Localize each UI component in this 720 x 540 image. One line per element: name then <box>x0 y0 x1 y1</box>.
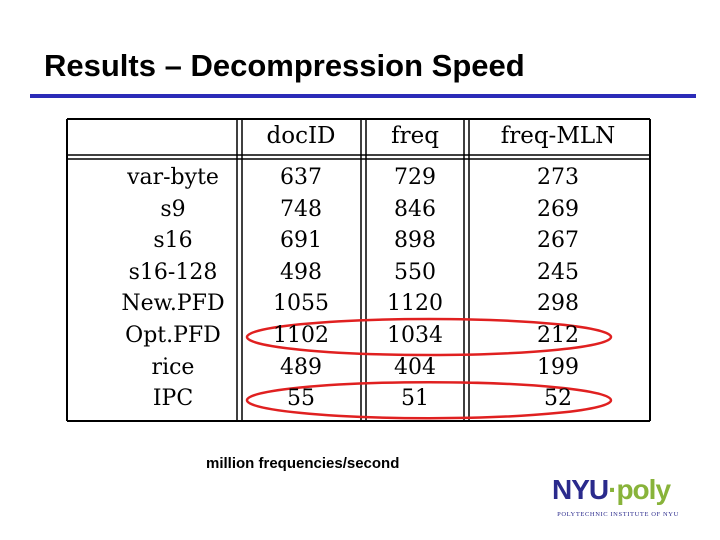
table-cell: 269 <box>537 196 579 222</box>
row-label: s9 <box>160 196 186 222</box>
table-cell: 267 <box>537 228 579 254</box>
slide-title: Results – Decompression Speed <box>44 48 525 83</box>
row-label: s16 <box>153 228 193 254</box>
row-label: Opt.PFD <box>125 323 221 348</box>
table-cell: 1120 <box>387 291 443 317</box>
title-underline <box>30 94 696 98</box>
table-cell: 273 <box>537 165 579 190</box>
logo-poly-text: poly <box>616 474 671 505</box>
row-label: var-byte <box>127 165 219 190</box>
column-header: freq <box>391 123 439 149</box>
table-cell: 1034 <box>387 323 443 348</box>
row-label: New.PFD <box>121 291 225 317</box>
logo-dot: · <box>608 474 617 505</box>
nyu-poly-logo: NYU·poly POLYTECHNIC INSTITUTE OF NYU <box>540 470 696 526</box>
table-cell: 1055 <box>273 291 329 317</box>
table-cell: 199 <box>537 354 579 380</box>
table-cell: 212 <box>537 323 579 348</box>
row-label: rice <box>151 354 195 380</box>
results-table: docID freq freq-MLN var-byte 637 729 273 s9 748 8… <box>66 118 651 422</box>
table-cell: 846 <box>394 196 436 222</box>
table-cell: 691 <box>280 228 322 254</box>
table-cell: 637 <box>280 165 322 190</box>
column-header: docID <box>266 123 336 149</box>
units-caption: million frequencies/second <box>206 455 400 472</box>
table-cell: 498 <box>280 259 322 285</box>
table-cell: 748 <box>280 196 322 222</box>
table-cell: 1102 <box>273 323 329 348</box>
table-cell: 245 <box>537 259 579 285</box>
column-header: freq-MLN <box>500 123 616 149</box>
row-label: s16-128 <box>128 259 218 285</box>
table-cell: 404 <box>394 354 436 380</box>
highlight-ellipse <box>245 380 613 420</box>
highlight-ellipse <box>245 317 613 357</box>
table-cell: 51 <box>401 386 429 412</box>
logo-nyu-text: NYU <box>552 474 609 505</box>
table-cell: 52 <box>544 386 572 412</box>
logo-subtitle: POLYTECHNIC INSTITUTE OF NYU <box>557 511 679 518</box>
table-grid <box>66 118 651 422</box>
table-cell: 298 <box>537 291 579 317</box>
row-label: IPC <box>152 386 194 412</box>
table-cell: 550 <box>394 259 436 285</box>
table-cell: 55 <box>287 386 315 412</box>
table-cell: 729 <box>394 165 436 190</box>
table-cell: 898 <box>394 228 436 254</box>
table-cell: 489 <box>280 354 322 380</box>
